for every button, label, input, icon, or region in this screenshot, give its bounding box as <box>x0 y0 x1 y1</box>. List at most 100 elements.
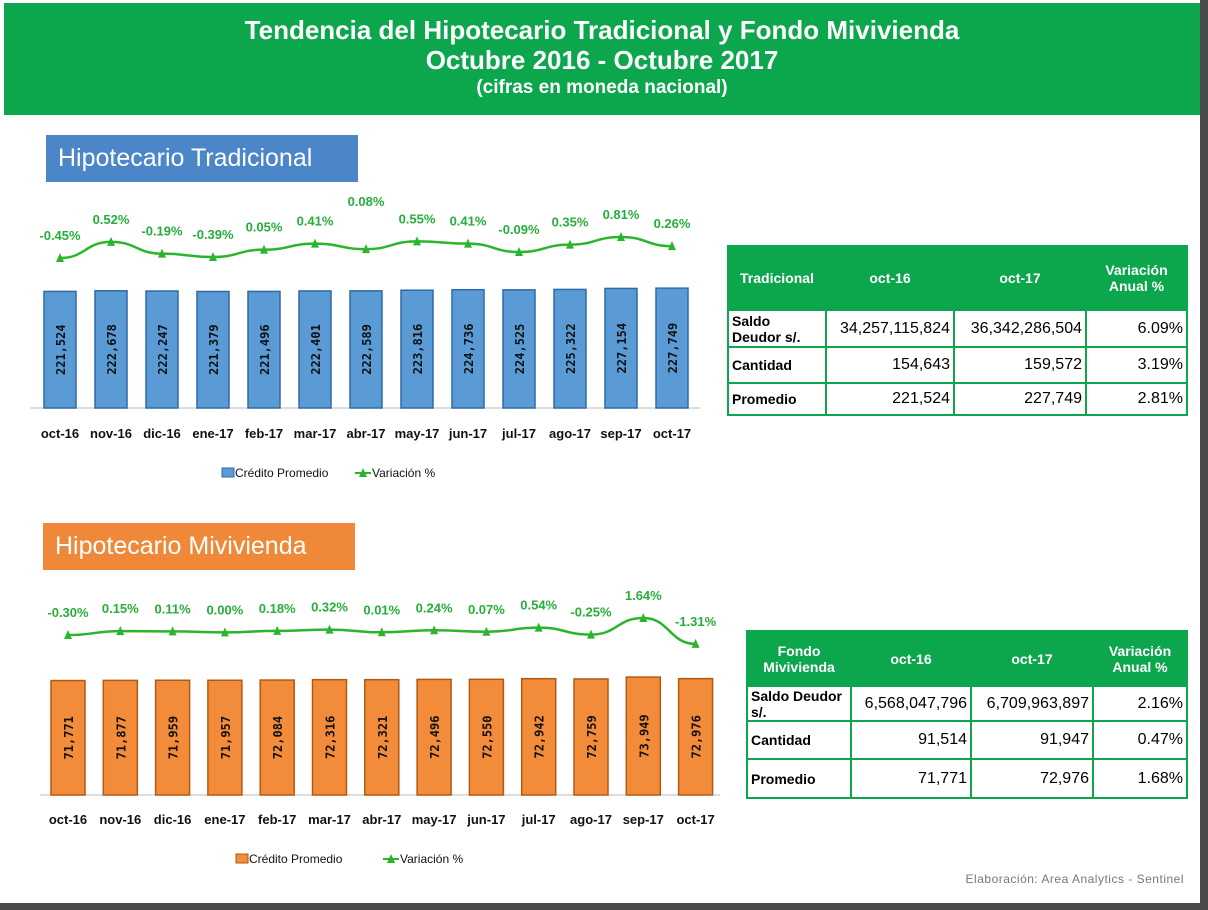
category-tick-label: nov-16 <box>99 812 141 827</box>
table-row: Saldo Deudor s/. 34,257,115,824 36,342,286… <box>727 309 1188 348</box>
table-row: Saldo Deudor s/. 6,568,047,796 6,709,963,8… <box>746 685 1188 722</box>
bar <box>416 678 452 796</box>
title-line-2: Octubre 2016 - Octubre 2017 <box>425 45 779 75</box>
title-line-1: Tendencia del Hipotecario Tradicional y … <box>244 15 960 45</box>
bar-data-label: 72,316 <box>324 716 338 759</box>
line-data-label: 0.32% <box>311 600 348 615</box>
bar-data-label: 222,247 <box>156 324 170 375</box>
row-label: Promedio <box>727 382 827 416</box>
table-row: Promedio 71,771 72,976 1.68% <box>746 758 1188 799</box>
legend-marker-icon <box>359 468 367 477</box>
line-marker <box>430 625 439 635</box>
cell: 6,709,963,897 <box>970 685 1094 722</box>
cell: 91,947 <box>970 720 1094 760</box>
line-marker <box>464 238 472 248</box>
table-row: Promedio 221,524 227,749 2.81% <box>727 382 1188 416</box>
line-data-label: -0.09% <box>498 222 540 237</box>
bar-data-label: 72,976 <box>690 715 704 758</box>
category-tick-label: abr-17 <box>346 426 385 441</box>
legend-swatch-bars <box>235 853 249 864</box>
table-header-row: Tradicional oct-16 oct-17 Variación Anua… <box>727 245 1188 311</box>
bar <box>94 290 128 409</box>
line-data-label: 1.64% <box>625 588 662 603</box>
line-marker <box>566 239 574 249</box>
category-tick-label: mar-17 <box>294 426 337 441</box>
line-data-label: 0.08% <box>348 194 385 209</box>
bar <box>259 679 295 796</box>
bar <box>520 677 557 796</box>
category-tick-label: oct-16 <box>49 812 87 827</box>
line-marker <box>362 244 370 254</box>
bar-data-label: 71,877 <box>114 716 128 759</box>
bar-data-label: 221,496 <box>258 324 272 375</box>
legend-marker-icon <box>387 854 395 863</box>
category-tick-label: jun-17 <box>448 426 487 441</box>
line-marker <box>587 629 595 639</box>
bar-data-label: 227,749 <box>666 323 680 374</box>
header-banner: Tendencia del Hipotecario Tradicional y … <box>4 3 1200 115</box>
bar <box>573 678 609 796</box>
bar-data-label: 224,736 <box>462 324 476 375</box>
header-cell: Variación Anual % <box>1092 630 1188 687</box>
bar-data-label: 222,401 <box>309 324 323 375</box>
bar <box>145 290 179 409</box>
category-tick-label: may-17 <box>395 426 440 441</box>
legend-label-bars: Crédito Promedio <box>235 466 329 480</box>
line-marker <box>56 253 64 263</box>
row-label: Cantidad <box>727 346 827 384</box>
bar <box>625 676 662 796</box>
bar <box>311 678 348 796</box>
bar <box>400 289 434 409</box>
category-tick-label: abr-17 <box>362 812 401 827</box>
line-data-label: -0.30% <box>47 605 89 620</box>
category-tick-label: dic-16 <box>154 812 192 827</box>
category-tick-label: nov-16 <box>90 426 132 441</box>
bar <box>247 290 281 409</box>
line-data-label: -1.31% <box>675 614 717 629</box>
header-cell: oct-17 <box>953 245 1087 311</box>
header-cell: Tradicional <box>727 245 827 311</box>
legend-label-line: Variación % <box>372 466 435 480</box>
table-row: Cantidad 154,643 159,572 3.19% <box>727 346 1188 384</box>
category-tick-label: feb-17 <box>245 426 283 441</box>
cell: 159,572 <box>953 346 1087 384</box>
line-marker <box>158 248 166 258</box>
category-tick-label: oct-16 <box>41 426 79 441</box>
category-tick-label: jul-17 <box>521 812 556 827</box>
header-cell: oct-17 <box>970 630 1094 687</box>
cell: 71,771 <box>850 758 972 799</box>
bar <box>102 679 139 796</box>
line-data-label: 0.05% <box>246 220 283 235</box>
category-tick-label: feb-17 <box>258 812 296 827</box>
cell: 2.81% <box>1085 382 1188 416</box>
bar-data-label: 72,550 <box>480 715 494 758</box>
bar-data-label: 72,321 <box>376 716 390 759</box>
row-label: Promedio <box>746 758 852 799</box>
bar <box>154 679 191 796</box>
line-marker <box>220 627 229 637</box>
header-cell: Fondo Mivivienda <box>746 630 852 687</box>
category-tick-label: oct-17 <box>676 812 714 827</box>
category-tick-label: ene-17 <box>204 812 245 827</box>
line-data-label: -0.39% <box>192 227 234 242</box>
bar-data-label: 71,959 <box>167 716 181 759</box>
cell: 221,524 <box>825 382 955 416</box>
bar-data-label: 222,678 <box>105 324 119 375</box>
legend-label-line: Variación % <box>400 852 463 866</box>
cell: 91,514 <box>850 720 972 760</box>
row-label: Saldo Deudor s/. <box>746 685 852 722</box>
line-data-label: 0.41% <box>450 214 487 229</box>
line-data-label: 0.15% <box>102 601 139 616</box>
category-tick-label: oct-17 <box>653 426 691 441</box>
legend-swatch-bars <box>221 467 235 478</box>
line-data-label: 0.07% <box>468 602 505 617</box>
table-header-row: Fondo Mivivienda oct-16 oct-17 Variación… <box>746 630 1188 687</box>
line-data-label: 0.24% <box>416 600 453 615</box>
cell: 6.09% <box>1085 309 1188 348</box>
row-label: Cantidad <box>746 720 852 760</box>
header-cell: oct-16 <box>825 245 955 311</box>
bar <box>364 678 400 796</box>
line-data-label: 0.26% <box>654 216 691 231</box>
cell: 34,257,115,824 <box>825 309 955 348</box>
bar-data-label: 72,496 <box>428 716 442 759</box>
